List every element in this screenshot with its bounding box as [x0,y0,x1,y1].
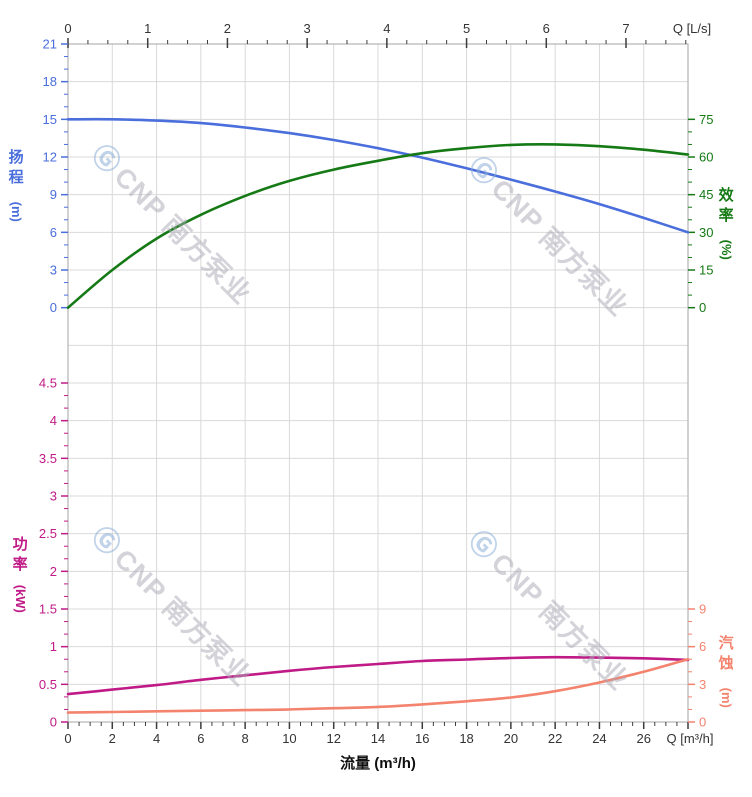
top-axis-tick-label: 3 [304,21,311,36]
bottom-axis-tick-label: 22 [548,731,562,746]
bottom-axis-tick-label: 6 [197,731,204,746]
top-axis-tick-label: 5 [463,21,470,36]
power-tick-label: 2 [50,564,57,579]
efficiency-tick-label: 30 [699,225,713,240]
power-tick-label: 3 [50,489,57,504]
head-tick-label: 9 [50,187,57,202]
bottom-axis-tick-label: 18 [459,731,473,746]
power-tick-label: 0 [50,715,57,730]
bottom-axis-tick-label: 8 [242,731,249,746]
power-tick-label: 2.5 [39,526,57,541]
efficiency-tick-label: 45 [699,187,713,202]
bottom-axis-tick-label: 20 [504,731,518,746]
power-tick-label: 0.5 [39,677,57,692]
npsh-tick-label: 0 [699,715,706,730]
bottom-axis-tick-label: 16 [415,731,429,746]
curve-head [66,117,690,234]
curve-efficiency [66,143,690,309]
top-axis-tick-label: 2 [224,21,231,36]
top-axis-tick-label: 7 [622,21,629,36]
head-tick-label: 15 [43,112,57,127]
flow-axis-title: 流量 (m³/h) [340,755,416,772]
efficiency-tick-label: 60 [699,150,713,165]
curve-power [66,655,690,696]
curve-npsh [66,657,690,714]
head-tick-label: 0 [50,300,57,315]
head-tick-label: 6 [50,225,57,240]
bottom-axis-tick-label: 26 [636,731,650,746]
efficiency-tick-label: 15 [699,263,713,278]
power-tick-label: 4 [50,413,57,428]
npsh-tick-label: 9 [699,602,706,617]
top-axis-tick-label: 1 [144,21,151,36]
head-tick-label: 18 [43,74,57,89]
bottom-axis-tick-label: 14 [371,731,385,746]
bottom-axis-tick-label: 12 [326,731,340,746]
top-axis-unit-label: Q [L/s] [673,21,711,36]
bottom-axis-tick-label: 4 [153,731,160,746]
head-tick-label: 21 [43,37,57,52]
top-axis-tick-label: 6 [543,21,550,36]
npsh-tick-label: 6 [699,639,706,654]
bottom-axis-tick-label: 10 [282,731,296,746]
bottom-axis-tick-label: 2 [109,731,116,746]
bottom-axis-tick-label: 0 [64,731,71,746]
power-tick-label: 1 [50,639,57,654]
power-tick-label: 1.5 [39,602,57,617]
head-tick-label: 12 [43,150,57,165]
top-axis-tick-label: 0 [64,21,71,36]
power-tick-label: 3.5 [39,451,57,466]
bottom-axis-unit-label: Q [m³/h] [667,731,714,746]
efficiency-tick-label: 0 [699,300,706,315]
npsh-tick-label: 3 [699,677,706,692]
top-axis-tick-label: 4 [383,21,390,36]
efficiency-tick-label: 75 [699,112,713,127]
power-tick-label: 4.5 [39,376,57,391]
bottom-axis-tick-label: 24 [592,731,606,746]
head-tick-label: 3 [50,263,57,278]
